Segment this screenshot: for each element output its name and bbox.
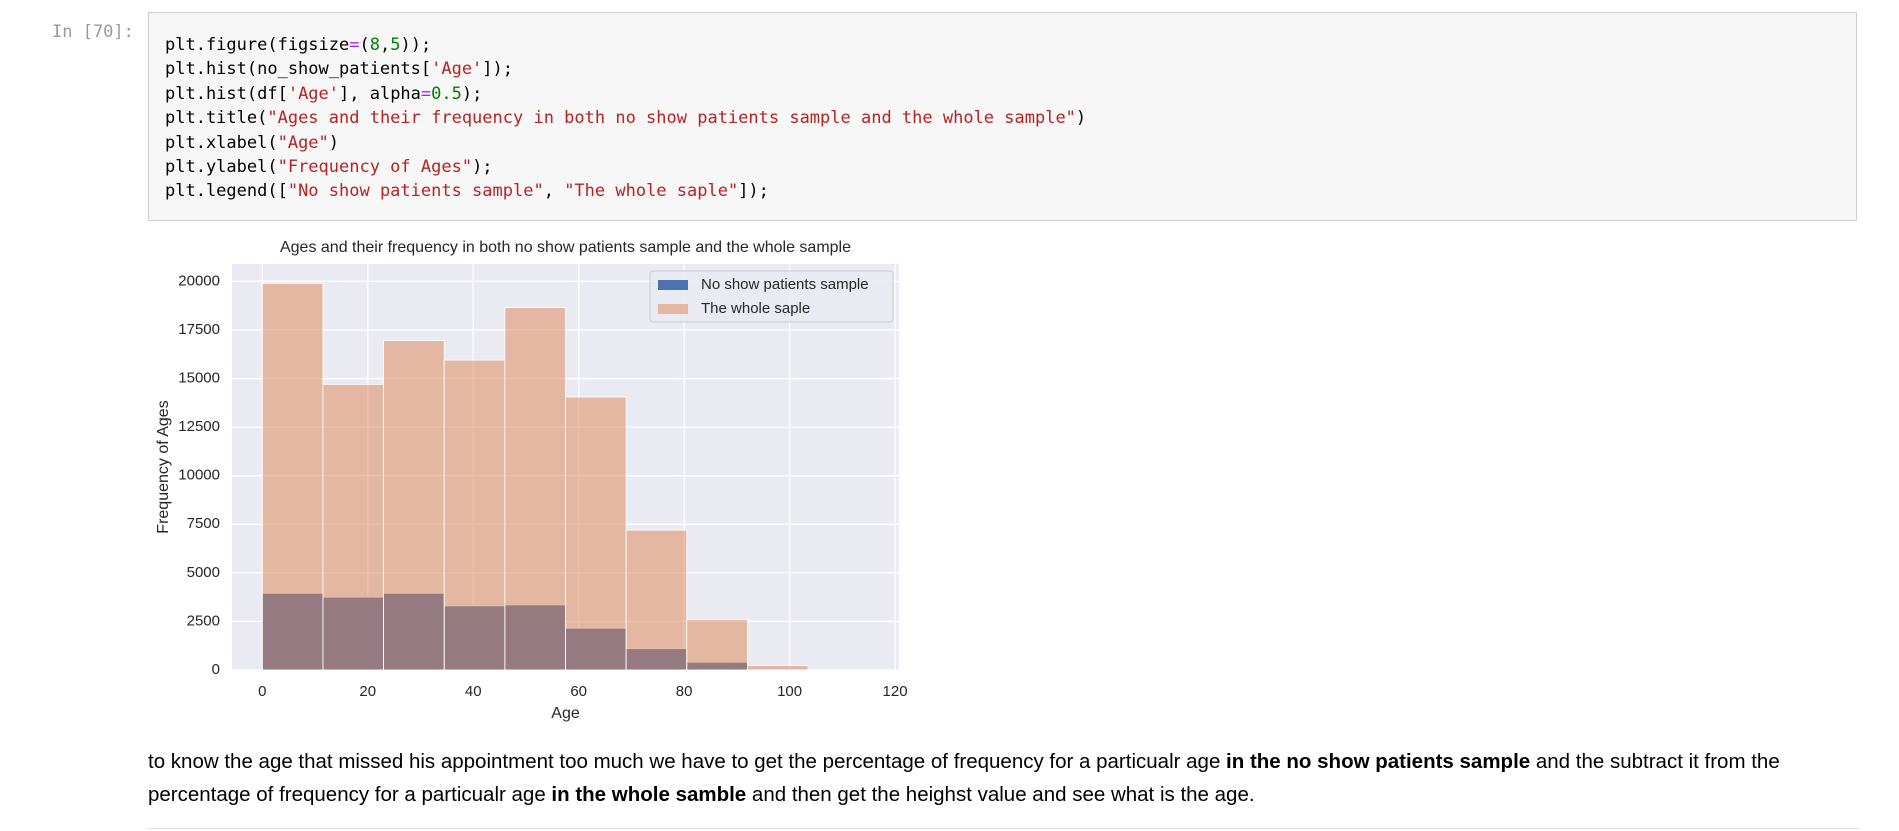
histogram-bar [747, 665, 809, 671]
y-tick-label: 20000 [178, 272, 220, 289]
y-tick-label: 10000 [178, 467, 220, 484]
y-tick-label: 17500 [178, 321, 220, 338]
code-line: plt.figure(figsize=(8,5)); [165, 33, 1840, 57]
bold-text: in the whole samble [551, 783, 747, 806]
code-line: plt.xlabel("Age") [165, 131, 1840, 155]
code-line: plt.title("Ages and their frequency in b… [165, 106, 1840, 130]
code-token: "No show patients sample" [287, 181, 544, 202]
code-token: ) [328, 132, 340, 153]
code-token: ], alpha [339, 83, 421, 104]
code-token: ); [461, 83, 483, 104]
code-token: "Age" [277, 132, 329, 153]
bold-text: in the no show patients sample [1226, 750, 1531, 773]
code-token: ]); [738, 181, 769, 202]
x-tick-label: 0 [258, 683, 266, 700]
code-token: , [379, 35, 391, 55]
code-token: plt.hist(df[ [165, 83, 288, 104]
code-token: plt.title( [165, 108, 268, 129]
histogram-bar [322, 383, 384, 671]
histogram-bar [565, 396, 627, 671]
x-tick-label: 40 [465, 683, 482, 700]
code-token: plt.figure(figsize [165, 35, 350, 55]
code-line: plt.legend(["No show patients sample", "… [165, 179, 1840, 203]
code-token: 'Age' [287, 83, 340, 104]
text: to know the age that missed his appointm… [148, 750, 1227, 773]
chart: Ages and their frequency in both no show… [155, 239, 908, 722]
legend-swatch [658, 304, 688, 314]
histogram-bar [625, 529, 688, 671]
code-token: ); [472, 157, 493, 178]
histogram-bar [383, 340, 445, 671]
cell-divider [148, 828, 1859, 829]
x-tick-label: 100 [777, 683, 802, 700]
code-token: ( [359, 35, 370, 55]
x-tick-label: 80 [676, 683, 693, 700]
text: and the subtract it from the percentage … [148, 750, 1780, 806]
legend-swatch [658, 280, 688, 290]
code-line: plt.hist(no_show_patients['Age']); [165, 57, 1840, 81]
cell-prompt: In [70]: [52, 22, 134, 42]
y-tick-label: 15000 [178, 370, 220, 387]
code-token: "Ages and their frequency in both no sho… [267, 108, 1076, 129]
x-tick-label: 60 [570, 683, 587, 700]
code-line: plt.hist(df['Age'], alpha=0.5); [165, 82, 1840, 106]
histogram-bar [504, 307, 566, 671]
code-token: plt.legend([ [165, 181, 288, 202]
code-cell[interactable]: plt.figure(figsize=(8,5)); plt.hist(no_sh… [148, 12, 1857, 221]
code-token: "Frequency of Ages" [277, 157, 473, 178]
code-token: , [543, 181, 565, 202]
histogram-bar [686, 619, 748, 671]
x-tick-label: 20 [359, 683, 376, 700]
code-token: = [420, 83, 432, 104]
code-token: "The whole saple" [564, 181, 739, 202]
histogram-bar [261, 282, 324, 671]
y-tick-label: 12500 [178, 418, 220, 435]
code-token: 'Age' [431, 59, 483, 80]
markdown-cell: to know the age that missed his appointm… [148, 745, 1860, 811]
code-token: ) [1075, 108, 1087, 129]
y-tick-label: 0 [212, 661, 220, 678]
legend-label: No show patients sample [701, 276, 869, 293]
legend-label: The whole saple [701, 300, 810, 317]
x-tick-label: 120 [883, 683, 908, 700]
y-tick-label: 5000 [187, 564, 220, 581]
code-line: plt.ylabel("Frequency of Ages"); [165, 155, 1840, 179]
code-token: = [349, 35, 360, 55]
chart-title: Ages and their frequency in both no show… [280, 239, 851, 256]
y-tick-label: 7500 [187, 515, 220, 532]
code-token: )); [400, 35, 432, 55]
code-token: 8 [369, 35, 380, 55]
code-token: plt.xlabel( [165, 132, 278, 153]
histogram-bar [443, 359, 506, 671]
legend-box [649, 270, 894, 323]
y-tick-label: 2500 [187, 612, 220, 629]
code-token: 5 [390, 35, 401, 55]
text: and then get the heighst value and see w… [746, 783, 1255, 806]
code-token: plt.ylabel( [165, 157, 278, 178]
code-token: ]); [482, 59, 514, 80]
x-axis-label: Age [551, 705, 580, 722]
y-axis-label: Frequency of Ages [155, 400, 172, 533]
code-token: plt.hist(no_show_patients[ [165, 59, 432, 80]
code-token: 0.5 [431, 83, 462, 104]
